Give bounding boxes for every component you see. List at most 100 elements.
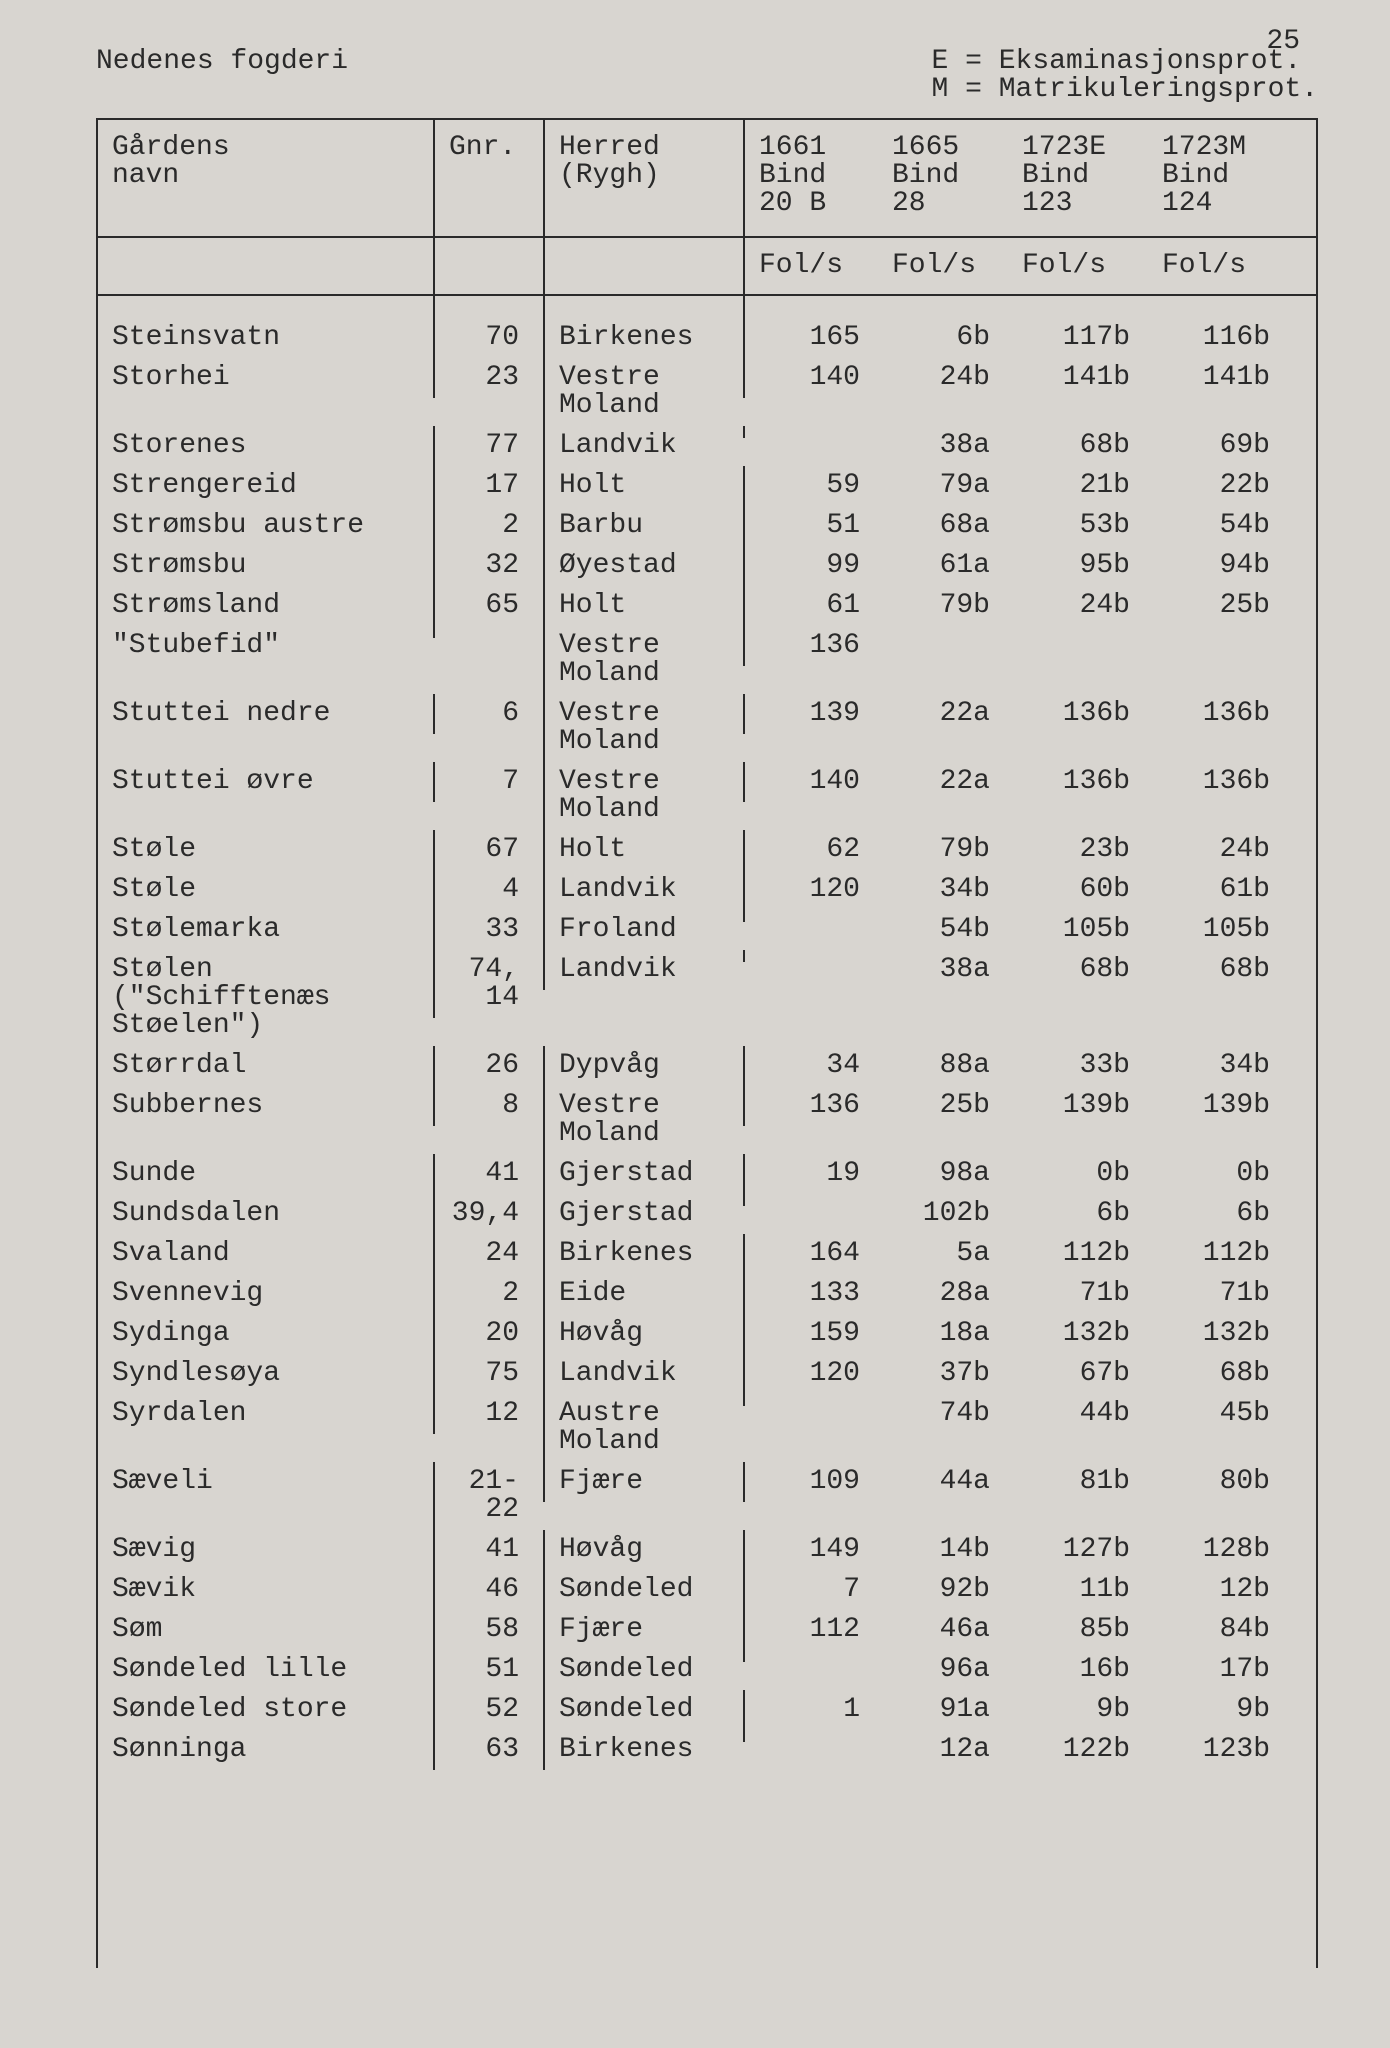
cell-1723M: 116b	[1148, 296, 1288, 358]
table-row: Stølemarka33Froland54b105b105b	[98, 910, 1316, 950]
cell-name: Sæveli	[98, 1462, 433, 1502]
cell-1661: 149	[743, 1530, 878, 1570]
cell-1665	[878, 626, 1008, 638]
cell-1723E: 53b	[1008, 506, 1148, 546]
cell-herred: Gjerstad	[543, 1154, 743, 1194]
cell-1723E: 139b	[1008, 1086, 1148, 1126]
cell-herred: Dypvåg	[543, 1046, 743, 1086]
cell-1661: 59	[743, 466, 878, 506]
table-header-row: Gårdens navn Gnr. Herred (Rygh) 1661 Bin…	[98, 120, 1316, 238]
table-row: Sydinga20Høvåg15918a132b132b	[98, 1314, 1316, 1354]
cell-gnr: 33	[433, 910, 543, 950]
cell-gnr: 2	[433, 506, 543, 546]
col-header-gnr: Gnr.	[433, 120, 543, 236]
cell-herred: Fjære	[543, 1462, 743, 1502]
page-number: 25	[1266, 28, 1300, 56]
cell-1661: 159	[743, 1314, 878, 1354]
cell-1665: 34b	[878, 870, 1008, 910]
subhead-fol: Fol/s	[1008, 238, 1148, 294]
cell-1665: 38a	[878, 426, 1008, 466]
cell-1665: 98a	[878, 1154, 1008, 1194]
subhead-fol: Fol/s	[1148, 238, 1288, 294]
table-row: Svaland24Birkenes1645a112b112b	[98, 1234, 1316, 1274]
table-row: Strømsbu32Øyestad9961a95b94b	[98, 546, 1316, 586]
table-row: Støle67Holt6279b23b24b	[98, 830, 1316, 870]
cell-herred: Barbu	[543, 506, 743, 546]
cell-name: Svennevig	[98, 1274, 433, 1314]
cell-1665: 12a	[878, 1730, 1008, 1770]
cell-1723E: 122b	[1008, 1730, 1148, 1770]
cell-herred: Holt	[543, 466, 743, 506]
table-row: Sævig41Høvåg14914b127b128b	[98, 1530, 1316, 1570]
cell-1665: 25b	[878, 1086, 1008, 1126]
cell-herred: Holt	[543, 586, 743, 626]
cell-1665: 102b	[878, 1194, 1008, 1234]
cell-1661	[743, 1650, 878, 1662]
cell-herred: Vestre Moland	[543, 358, 743, 426]
cell-gnr: 63	[433, 1730, 543, 1770]
legend-line: E = Eksaminasjonsprot.	[932, 48, 1318, 76]
table-row: Strengereid17Holt5979a21b22b	[98, 466, 1316, 506]
col-header-herred: Herred (Rygh)	[543, 120, 743, 236]
cell-gnr: 8	[433, 1086, 543, 1126]
cell-1723M: 141b	[1148, 358, 1288, 398]
cell-herred: Eide	[543, 1274, 743, 1314]
cell-1723E: 117b	[1008, 296, 1148, 358]
cell-1723M: 9b	[1148, 1690, 1288, 1730]
cell-1723M: 34b	[1148, 1046, 1288, 1086]
cell-name: Sævig	[98, 1530, 433, 1570]
table-row: Subbernes8Vestre Moland13625b139b139b	[98, 1086, 1316, 1154]
cell-herred: Øyestad	[543, 546, 743, 586]
cell-1723E: 0b	[1008, 1154, 1148, 1194]
table-row: Strømsbu austre2Barbu5168a53b54b	[98, 506, 1316, 546]
cell-name: Støle	[98, 870, 433, 910]
cell-name: Storenes	[98, 426, 433, 466]
cell-1723M: 136b	[1148, 762, 1288, 802]
cell-1723E: 33b	[1008, 1046, 1148, 1086]
col-header-1665: 1665 Bind 28	[878, 120, 1008, 236]
cell-1661: 7	[743, 1570, 878, 1610]
table-row: Storhei23Vestre Moland14024b141b141b	[98, 358, 1316, 426]
cell-herred: Birkenes	[543, 1730, 743, 1770]
cell-1665: 6b	[878, 296, 1008, 358]
cell-gnr: 75	[433, 1354, 543, 1394]
cell-1723M: 112b	[1148, 1234, 1288, 1274]
table-subheader-row: Fol/s Fol/s Fol/s Fol/s	[98, 238, 1316, 296]
table-row: Størrdal26Dypvåg3488a33b34b	[98, 1046, 1316, 1086]
cell-1723M: 25b	[1148, 586, 1288, 626]
table-row: Søm58Fjære11246a85b84b	[98, 1610, 1316, 1650]
table-row: Steinsvatn70Birkenes1656b117b116b	[98, 296, 1316, 358]
cell-1723E: 132b	[1008, 1314, 1148, 1354]
table-row: Strømsland65Holt6179b24b25b	[98, 586, 1316, 626]
cell-1661	[743, 1194, 878, 1206]
data-table: Gårdens navn Gnr. Herred (Rygh) 1661 Bin…	[96, 118, 1318, 1968]
table-row: Storenes77Landvik38a68b69b	[98, 426, 1316, 466]
cell-1661: 120	[743, 870, 878, 910]
table-row: Syndlesøya75Landvik12037b67b68b	[98, 1354, 1316, 1394]
cell-1723M: 12b	[1148, 1570, 1288, 1610]
table-row: Svennevig2Eide13328a71b71b	[98, 1274, 1316, 1314]
cell-1661: 120	[743, 1354, 878, 1394]
subhead-blank	[98, 238, 433, 294]
cell-1665: 91a	[878, 1690, 1008, 1730]
cell-1723M: 80b	[1148, 1462, 1288, 1502]
cell-gnr: 74, 14	[433, 950, 543, 1018]
cell-1723M: 139b	[1148, 1086, 1288, 1126]
table-row: Sævik46Søndeled792b11b12b	[98, 1570, 1316, 1610]
table-row: Sundsdalen39,4Gjerstad102b6b6b	[98, 1194, 1316, 1234]
cell-gnr: 77	[433, 426, 543, 466]
cell-1723M: 24b	[1148, 830, 1288, 870]
cell-gnr: 32	[433, 546, 543, 586]
cell-gnr: 58	[433, 1610, 543, 1650]
cell-1665: 46a	[878, 1610, 1008, 1650]
cell-herred: Høvåg	[543, 1314, 743, 1354]
cell-herred: Fjære	[543, 1610, 743, 1650]
cell-name: "Stubefid"	[98, 626, 433, 666]
cell-1661	[743, 1394, 878, 1406]
cell-herred: Vestre Moland	[543, 626, 743, 694]
cell-gnr: 41	[433, 1154, 543, 1194]
cell-herred: Birkenes	[543, 1234, 743, 1274]
cell-1661: 136	[743, 626, 878, 666]
subhead-blank	[433, 238, 543, 294]
cell-1661	[743, 426, 878, 438]
